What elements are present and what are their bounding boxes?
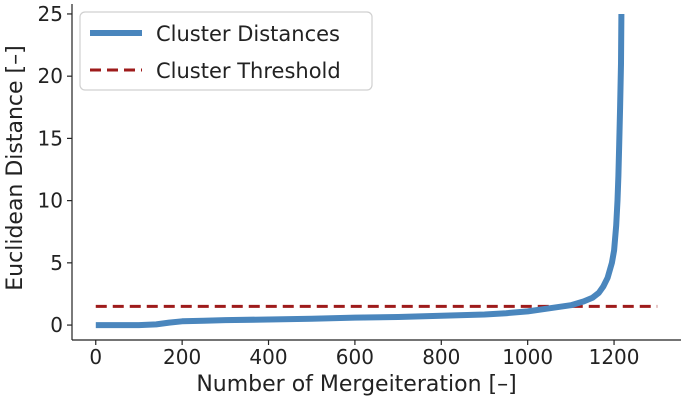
y-tick-label: 20 — [38, 64, 63, 88]
x-axis-label: Number of Mergeiteration [–] — [196, 372, 516, 397]
y-tick-label: 0 — [50, 313, 63, 337]
x-tick-label: 800 — [422, 345, 460, 369]
x-tick-label: 400 — [249, 345, 287, 369]
y-axis-label: Euclidean Distance [–] — [3, 45, 28, 290]
x-tick-label: 600 — [336, 345, 374, 369]
x-tick-label: 200 — [163, 345, 201, 369]
plot-area — [95, 13, 658, 329]
legend-label-cluster-threshold: Cluster Threshold — [156, 59, 341, 83]
cluster-distances-line — [95, 13, 625, 329]
legend-label-cluster-distances: Cluster Distances — [156, 22, 340, 46]
x-tick-label: 1000 — [502, 345, 553, 369]
y-tick-label: 25 — [38, 2, 63, 26]
legend-box — [79, 11, 373, 91]
x-tick-label: 0 — [89, 345, 102, 369]
y-tick-label: 5 — [50, 251, 63, 275]
y-tick-label: 15 — [38, 126, 63, 150]
legend: Cluster Distances Cluster Threshold — [79, 11, 373, 91]
y-tick-label: 10 — [38, 189, 63, 213]
axes — [71, 4, 681, 341]
ticks: 0 200 400 600 800 1000 1200 0 5 10 15 20 25 — [38, 2, 640, 369]
x-tick-label: 1200 — [589, 345, 640, 369]
